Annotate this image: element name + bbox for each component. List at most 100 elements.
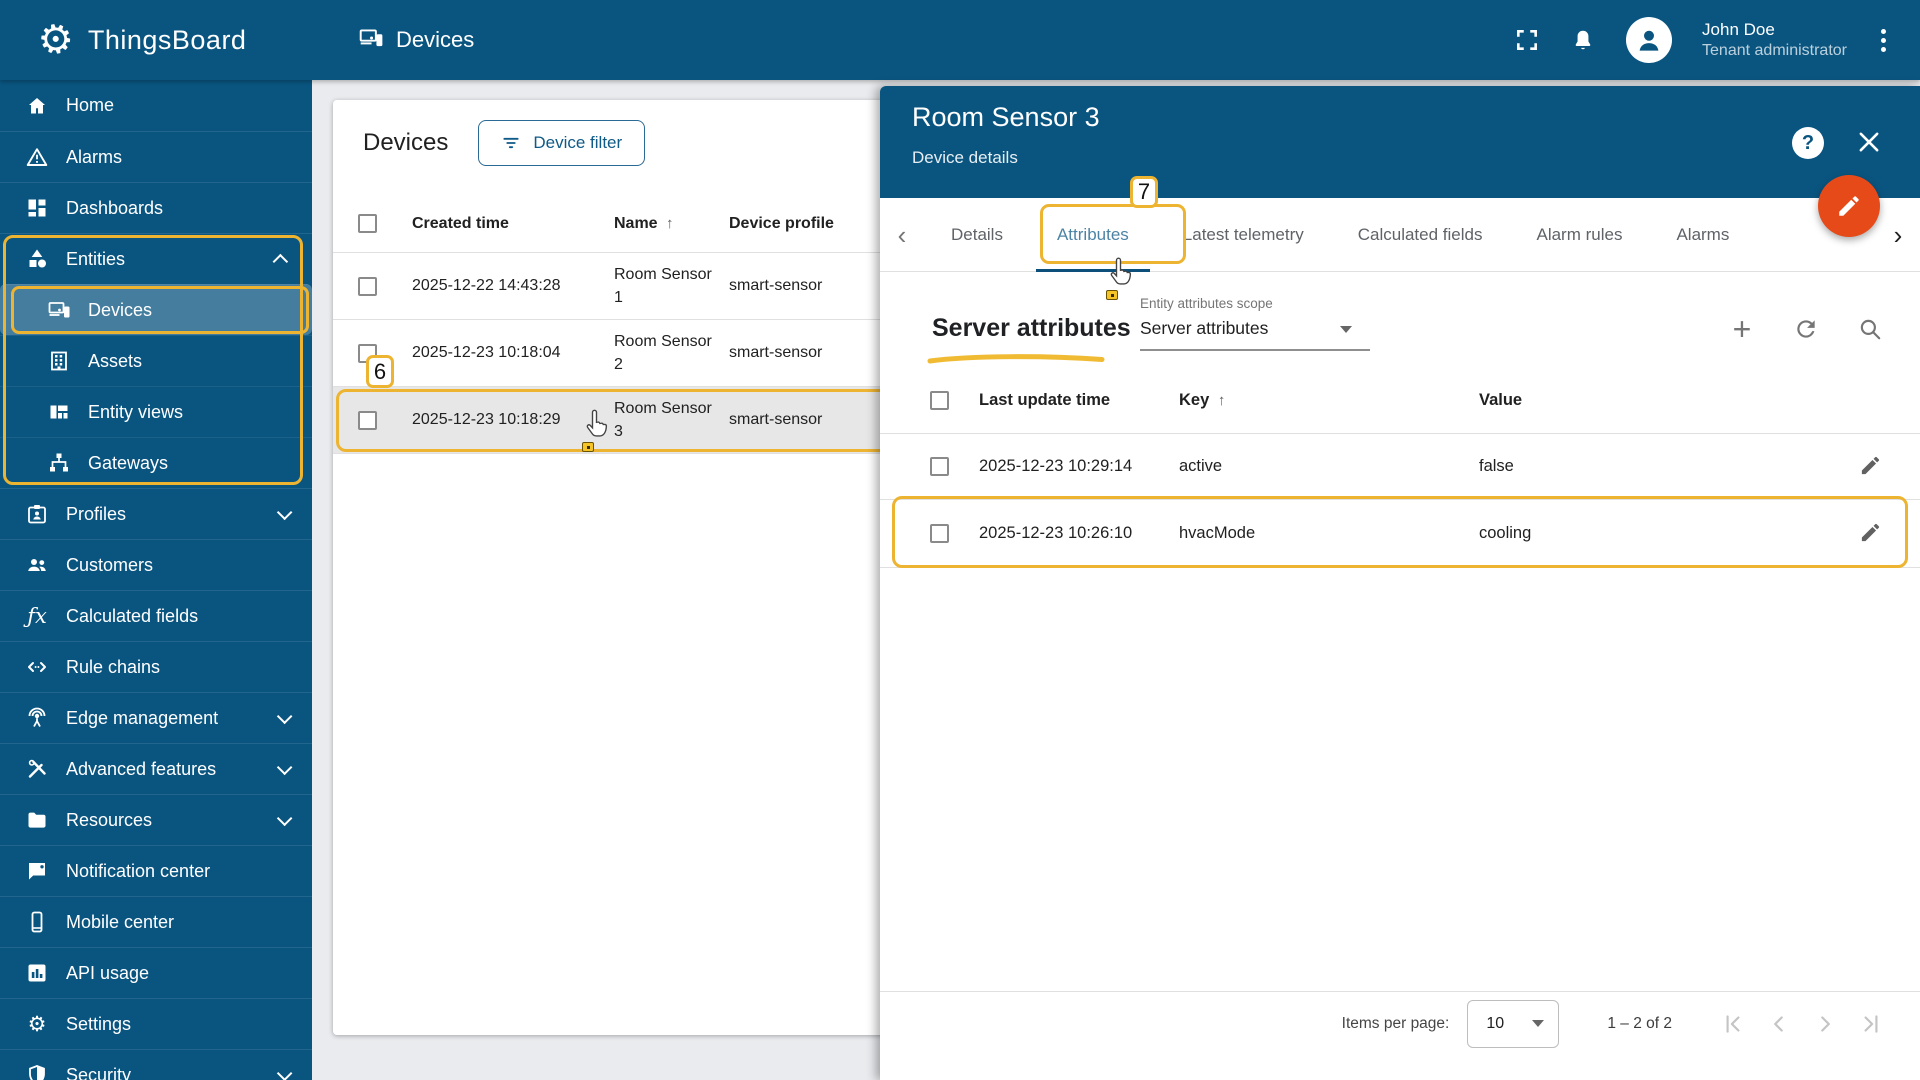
column-last-update-time[interactable]: Last update time bbox=[979, 391, 1111, 409]
select-all-checkbox[interactable] bbox=[358, 214, 377, 233]
server-attributes-title: Server attributes bbox=[932, 314, 1131, 342]
close-icon[interactable] bbox=[1855, 128, 1883, 159]
edit-pencil-icon[interactable] bbox=[1859, 521, 1882, 547]
dashboard-icon bbox=[24, 195, 50, 221]
sidebar-item-settings[interactable]: ⚙ Settings bbox=[0, 998, 312, 1049]
sidebar-item-devices[interactable]: Devices bbox=[0, 284, 312, 335]
previous-page-icon[interactable] bbox=[1766, 1011, 1792, 1037]
row-checkbox[interactable] bbox=[930, 457, 949, 476]
chevron-down-icon bbox=[276, 759, 293, 775]
user-name: John Doe bbox=[1702, 20, 1775, 40]
page-title-group: Devices bbox=[358, 25, 474, 56]
sidebar-item-api-usage[interactable]: API usage bbox=[0, 947, 312, 998]
sidebar-item-entity-views[interactable]: Entity views bbox=[0, 386, 312, 437]
column-created-time[interactable]: Created time bbox=[412, 214, 509, 232]
tools-icon bbox=[24, 756, 50, 782]
rule-chain-icon bbox=[24, 654, 50, 680]
row-checkbox[interactable] bbox=[930, 524, 949, 543]
column-device-profile[interactable]: Device profile bbox=[729, 214, 834, 232]
column-key[interactable]: Key ↑ bbox=[1179, 391, 1226, 409]
sidebar-item-label: Gateways bbox=[88, 452, 169, 473]
notifications-bell-icon[interactable] bbox=[1570, 27, 1596, 53]
chevron-down-icon bbox=[276, 504, 293, 520]
sidebar-item-assets[interactable]: Assets bbox=[0, 335, 312, 386]
edit-device-fab-button[interactable] bbox=[1818, 175, 1880, 237]
cell-key: active bbox=[1179, 457, 1223, 475]
next-page-icon[interactable] bbox=[1812, 1011, 1838, 1037]
pencil-icon bbox=[1839, 196, 1859, 216]
sidebar-item-label: Profiles bbox=[66, 503, 127, 524]
tab-alarm-rules[interactable]: Alarm rules bbox=[1509, 198, 1649, 272]
attribute-row-hvacmode[interactable]: 2025-12-23 10:26:10 hvacMode cooling bbox=[880, 500, 1920, 568]
items-per-page-label: Items per page: bbox=[1341, 1014, 1450, 1032]
row-checkbox[interactable] bbox=[358, 276, 377, 296]
sidebar-item-mobile-center[interactable]: Mobile center bbox=[0, 896, 312, 947]
user-avatar[interactable] bbox=[1626, 17, 1673, 63]
attribute-row-active[interactable]: 2025-12-23 10:29:14 active false bbox=[880, 434, 1920, 500]
scope-select-label: Entity attributes scope bbox=[1140, 296, 1273, 311]
sidebar-item-label: Entities bbox=[66, 248, 126, 269]
details-panel-title: Room Sensor 3 bbox=[912, 102, 1100, 132]
details-panel-subtitle: Device details bbox=[912, 148, 1018, 167]
add-attribute-button[interactable]: + bbox=[1727, 311, 1757, 347]
column-name[interactable]: Name ↑ bbox=[614, 214, 674, 232]
user-role: Tenant administrator bbox=[1702, 41, 1847, 59]
sidebar-item-advanced-features[interactable]: Advanced features bbox=[0, 743, 312, 794]
sidebar-item-resources[interactable]: Resources bbox=[0, 794, 312, 845]
sidebar-item-label: API usage bbox=[66, 962, 150, 983]
sidebar-item-alarms[interactable]: Alarms bbox=[0, 131, 312, 182]
sidebar-item-profiles[interactable]: Profiles bbox=[0, 488, 312, 539]
sort-asc-icon: ↑ bbox=[1217, 392, 1226, 409]
tab-attributes[interactable]: Attributes bbox=[1030, 198, 1156, 272]
cell-created-time: 2025-12-22 14:43:28 bbox=[412, 277, 561, 294]
category-icon bbox=[24, 246, 50, 272]
sort-asc-icon: ↑ bbox=[666, 214, 674, 232]
tab-calculated-fields[interactable]: Calculated fields bbox=[1331, 198, 1510, 272]
cell-device-profile: smart-sensor bbox=[729, 411, 823, 428]
help-icon[interactable]: ? bbox=[1792, 127, 1824, 159]
sidebar-nav: Home Alarms Dashboards Entities Devices … bbox=[0, 80, 312, 1080]
tab-latest-telemetry[interactable]: Latest telemetry bbox=[1156, 198, 1331, 272]
sidebar-item-home[interactable]: Home bbox=[0, 80, 312, 131]
sidebar-item-dashboards[interactable]: Dashboards bbox=[0, 182, 312, 233]
sidebar-item-notification-center[interactable]: Notification center bbox=[0, 845, 312, 896]
click-indicator bbox=[1106, 290, 1118, 300]
select-all-checkbox[interactable] bbox=[930, 391, 949, 410]
top-header: ⚙ ThingsBoard Devices John Doe Tenant ad… bbox=[0, 0, 1920, 80]
page-size-select[interactable]: 10 bbox=[1467, 999, 1560, 1048]
fullscreen-icon[interactable] bbox=[1514, 27, 1540, 53]
sidebar-item-entities[interactable]: Entities bbox=[0, 233, 312, 284]
first-page-icon[interactable] bbox=[1720, 1011, 1746, 1037]
sidebar-item-label: Notification center bbox=[66, 860, 211, 881]
tabs-scroll-left-icon[interactable]: ‹ bbox=[880, 222, 924, 248]
device-row-2[interactable]: 2025-12-23 10:18:04 Room Sensor 2 smart-… bbox=[333, 320, 1145, 387]
tab-alarms[interactable]: Alarms bbox=[1649, 198, 1756, 272]
sidebar-item-edge-management[interactable]: Edge management bbox=[0, 692, 312, 743]
antenna-icon bbox=[24, 705, 50, 731]
brand-logo[interactable]: ⚙ ThingsBoard bbox=[0, 15, 312, 65]
tab-details[interactable]: Details bbox=[924, 198, 1030, 272]
refresh-icon[interactable] bbox=[1791, 314, 1821, 344]
device-filter-button[interactable]: Device filter bbox=[478, 120, 646, 166]
sidebar-item-gateways[interactable]: Gateways bbox=[0, 437, 312, 488]
row-checkbox[interactable] bbox=[358, 410, 377, 430]
device-details-panel: Room Sensor 3 Device details ? ‹ Details… bbox=[880, 86, 1920, 1080]
column-value[interactable]: Value bbox=[1479, 391, 1523, 409]
sidebar-item-rule-chains[interactable]: Rule chains bbox=[0, 641, 312, 692]
plus-icon: + bbox=[1732, 311, 1752, 347]
sidebar-item-label: Customers bbox=[66, 554, 154, 575]
search-icon[interactable] bbox=[1855, 314, 1885, 344]
sidebar-item-security[interactable]: Security bbox=[0, 1049, 312, 1080]
edit-pencil-icon[interactable] bbox=[1859, 454, 1882, 480]
last-page-icon[interactable] bbox=[1858, 1011, 1884, 1037]
device-row-1[interactable]: 2025-12-22 14:43:28 Room Sensor 1 smart-… bbox=[333, 253, 1145, 320]
tabs-scroll-right-icon[interactable]: › bbox=[1876, 222, 1920, 248]
sidebar-item-calculated-fields[interactable]: ƒx Calculated fields bbox=[0, 590, 312, 641]
devices-icon bbox=[46, 297, 72, 323]
devices-table-header: Created time Name ↑ Device profile bbox=[333, 195, 1145, 253]
cell-name: Room Sensor 3 bbox=[614, 399, 712, 440]
more-menu-kebab-icon[interactable] bbox=[1877, 25, 1890, 56]
sidebar-item-customers[interactable]: Customers bbox=[0, 539, 312, 590]
attributes-scope-select[interactable]: Entity attributes scope Server attribute… bbox=[1140, 296, 1370, 351]
devices-page-icon bbox=[358, 25, 384, 56]
